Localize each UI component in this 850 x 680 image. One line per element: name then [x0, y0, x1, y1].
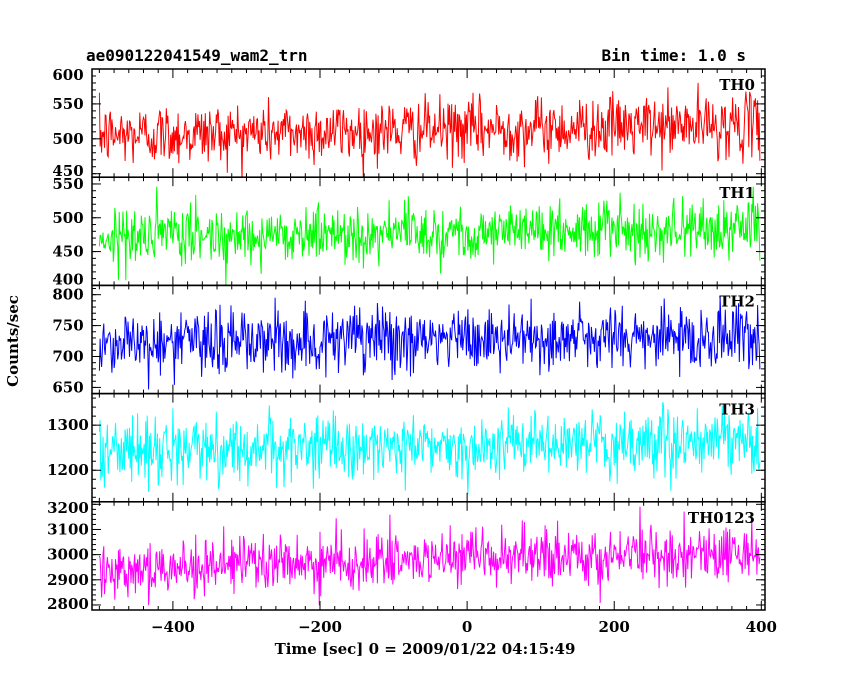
- panel-label-th2: TH2: [719, 292, 755, 310]
- x-tick-label: 200: [599, 618, 630, 636]
- panel-frame: [91, 501, 766, 611]
- panel-th0: 450 500 550 600 TH0: [52, 66, 766, 180]
- panel-label-th0: TH0: [719, 76, 755, 94]
- series-line-th2: [98, 295, 761, 390]
- panel-th3: 1200 1300 TH3: [47, 392, 766, 503]
- y-tick-label: 3200: [47, 499, 89, 517]
- series-line-th1: [98, 186, 761, 286]
- panel-th2: 650 700 750 800 TH2: [52, 284, 766, 396]
- panels-group: 450 500 550 600 TH0 400 450 500 550 TH1 650 700 750 8…: [47, 66, 766, 613]
- series-line-th3: [98, 401, 761, 495]
- y-tick-label: 750: [52, 317, 83, 335]
- y-tick-label: 700: [52, 348, 83, 366]
- y-tick-label: 550: [52, 175, 83, 193]
- y-tick-label: 1300: [47, 416, 89, 434]
- bin-time-label: Bin time: 1.0 s: [602, 46, 747, 65]
- y-tick-label: 3100: [47, 520, 89, 538]
- x-tick-label: −200: [298, 618, 342, 636]
- panel-th1: 400 450 500 550 TH1: [52, 175, 766, 288]
- series-line-th0123: [98, 506, 761, 606]
- y-tick-label: 1200: [47, 461, 89, 479]
- panel-label-th3: TH3: [719, 401, 755, 419]
- chart-title: ae090122041549_wam2_trn: [86, 46, 308, 65]
- y-axis-label: Counts/sec: [4, 295, 22, 387]
- y-tick-label: 600: [52, 66, 83, 84]
- y-tick-label: 800: [52, 286, 83, 304]
- x-tick-label: −400: [151, 618, 195, 636]
- y-tick-label: 2900: [47, 571, 89, 589]
- y-tick-label: 500: [52, 130, 83, 148]
- y-tick-label: 550: [52, 95, 83, 113]
- y-tick-label: 650: [52, 378, 83, 396]
- panel-label-th1: TH1: [719, 184, 755, 202]
- y-tick-label: 3000: [47, 546, 89, 564]
- x-tick-label: 400: [746, 618, 777, 636]
- panel-label-th0123: TH0123: [688, 509, 755, 527]
- y-tick-label: 2800: [47, 595, 89, 613]
- y-tick-label: 450: [52, 162, 83, 180]
- x-tick-label: 0: [462, 618, 472, 636]
- x-axis: −400 −200 0 200 400: [151, 618, 777, 636]
- x-axis-label: Time [sec] 0 = 2009/01/22 04:15:49: [275, 640, 576, 658]
- series-line-th0: [98, 82, 761, 178]
- y-tick-label: 500: [52, 209, 83, 227]
- y-tick-label: 400: [52, 270, 83, 288]
- panel-th0123: 2800 2900 3000 3100 3200 TH0123: [47, 499, 766, 613]
- y-tick-label: 450: [52, 243, 83, 261]
